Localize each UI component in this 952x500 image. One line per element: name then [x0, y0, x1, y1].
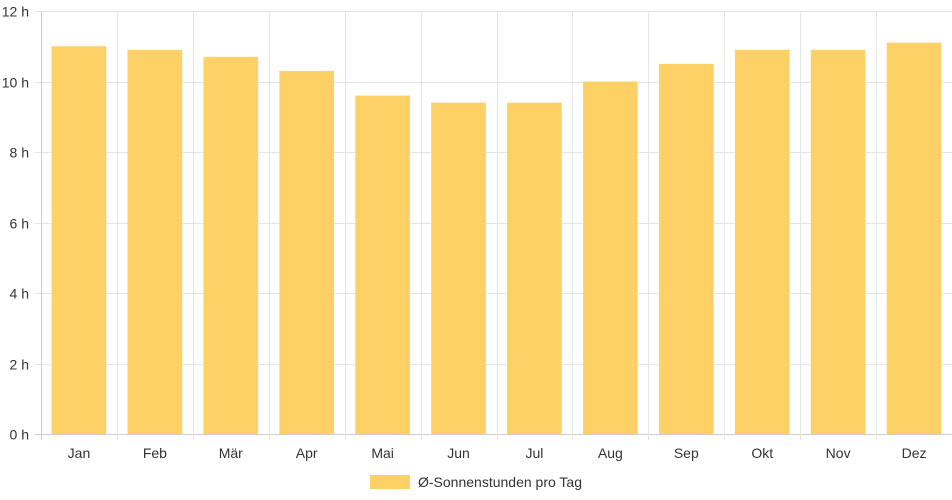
y-tick-label: 12 h: [2, 4, 29, 20]
bar-aug[interactable]: [583, 81, 638, 435]
x-tick-label: Apr: [296, 445, 318, 461]
x-tick-label: Dez: [902, 445, 927, 461]
bar-dez[interactable]: [886, 42, 942, 434]
bar-mär[interactable]: [203, 56, 259, 434]
legend-label: Ø-Sonnenstunden pro Tag: [418, 474, 582, 490]
y-tick-label: 4 h: [10, 286, 29, 302]
x-tick-label: Feb: [143, 445, 167, 461]
y-tick-label: 0 h: [10, 427, 29, 443]
bar-nov[interactable]: [810, 49, 866, 435]
grid-lines: [35, 11, 952, 440]
legend[interactable]: Ø-Sonnenstunden pro Tag: [370, 474, 582, 490]
bar-okt[interactable]: [734, 49, 790, 435]
x-tick-label: Mär: [219, 445, 243, 461]
bar-jul[interactable]: [507, 102, 562, 435]
bar-jan[interactable]: [51, 46, 107, 434]
bar-feb[interactable]: [127, 49, 183, 435]
x-tick-label: Jun: [447, 445, 470, 461]
x-tick-label: Aug: [598, 445, 623, 461]
y-tick-label: 10 h: [2, 75, 29, 91]
y-tick-label: 8 h: [10, 145, 29, 161]
bar-jun[interactable]: [431, 102, 486, 435]
axes: 0 h 2 h 4 h 6 h 8 h 10 h 12 h Jan Feb Mär Apr Mai Ju…: [2, 4, 927, 462]
x-tick-label: Okt: [751, 445, 773, 461]
bar-apr[interactable]: [279, 70, 335, 435]
x-tick-label: Nov: [826, 445, 851, 461]
bar-mai[interactable]: [355, 95, 410, 434]
legend-swatch: [370, 475, 411, 489]
bar-sep[interactable]: [658, 63, 714, 434]
x-tick-label: Mai: [371, 445, 394, 461]
y-tick-label: 2 h: [10, 357, 29, 373]
x-tick-label: Sep: [674, 445, 699, 461]
x-tick-label: Jul: [526, 445, 544, 461]
x-tick-label: Jan: [68, 445, 91, 461]
y-tick-label: 6 h: [10, 216, 29, 232]
bars: [51, 42, 942, 435]
